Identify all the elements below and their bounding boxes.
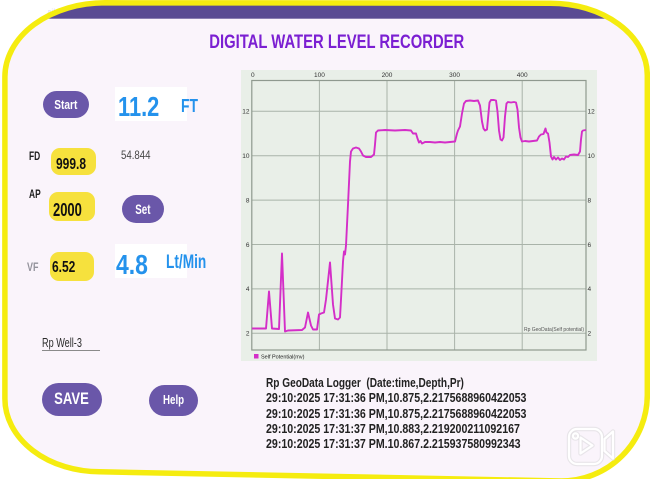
svg-text:4: 4: [246, 286, 250, 293]
svg-text:200: 200: [382, 72, 393, 79]
svg-text:8: 8: [588, 197, 592, 204]
svg-text:Self Potential(mv): Self Potential(mv): [261, 355, 305, 361]
svg-text:6: 6: [246, 242, 250, 249]
svg-text:2: 2: [246, 331, 250, 338]
svg-text:12: 12: [242, 109, 250, 116]
svg-text:8: 8: [246, 197, 250, 204]
svg-text:6: 6: [588, 242, 592, 249]
svg-text:4: 4: [588, 286, 592, 293]
svg-text:12: 12: [588, 109, 596, 116]
svg-text:100: 100: [314, 72, 325, 79]
svg-text:Rp GeoData(Self potential): Rp GeoData(Self potential): [524, 327, 584, 333]
svg-text:10: 10: [588, 153, 596, 160]
svg-text:400: 400: [517, 72, 528, 79]
svg-text:10: 10: [242, 153, 250, 160]
svg-text:300: 300: [449, 72, 460, 79]
svg-text:0: 0: [251, 72, 255, 79]
svg-text:2: 2: [588, 331, 592, 338]
